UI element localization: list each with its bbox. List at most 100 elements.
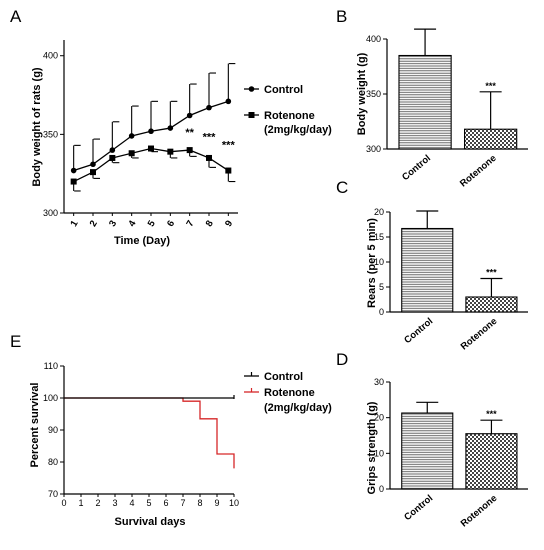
panel-a-y-tick-label: 400 [43,51,58,61]
legend-a-control-label: Control [264,84,303,96]
panel-a-y-label: Body weight of rats (g) [31,67,43,187]
panel-d-grip-strength-bar-chart: Grips strength (g) 0 10 20 30 Control Rotenon… [366,377,528,529]
legend-e-rotenone-label: Rotenone [264,387,315,399]
panel-a-rotenone-point [167,148,174,155]
panel-e-x-tick-label: 10 [229,498,239,508]
panel-a-significance-label: *** [203,132,217,144]
panel-a-x-tick-label: 7 [184,219,196,229]
panel-a-x-label: Time (Day) [114,235,170,247]
panel-b-y-tick-label: 350 [366,89,381,99]
panel-a-control-point [128,133,135,139]
panel-c-y-tick-label: 15 [374,232,384,242]
panel-b-significance-label: *** [485,81,496,91]
panel-e-x-tick-label: 9 [214,498,219,508]
panel-b-bar-control [398,54,452,150]
panel-e-x-tick-label: 0 [61,498,66,508]
panel-a-control-point [90,161,96,168]
panel-a-rotenone-point [128,150,135,157]
panel-c-rears-bar-chart: Rears (per 5 min) 0 5 10 15 20 Control Rotenon… [366,207,528,352]
panel-a-x-tick-label: 9 [223,219,235,229]
panel-e-y-tick-label: 90 [48,425,58,435]
panel-d-category-label: Rotenone [459,493,500,530]
panel-c-y-label: Rears (per 5 min) [366,218,378,308]
panel-a-control-point [206,104,212,111]
panel-e-x-label: Survival days [115,516,186,528]
panel-c-category-label: Rotenone [459,316,500,353]
panel-e-y-tick-label: 110 [44,361,58,371]
panel-e-x-tick-label: 4 [129,498,134,508]
panel-d-bar-rotenone [465,433,518,490]
panel-a-body-weight-line-chart: Body weight of rats (g) Time (Day) 30035… [31,40,332,247]
panel-b-category-label: Rotenone [458,153,499,190]
panel-a-x-tick-label: 3 [107,219,119,229]
legend-a-control-marker [248,86,255,92]
panel-a-x-tick-label: 1 [68,218,81,229]
panel-d-significance-label: *** [486,409,497,419]
panel-e-rotenone-curve [64,397,235,469]
panel-b-y-tick-label: 400 [366,34,381,44]
legend-e-control-label: Control [264,371,303,383]
panel-e-x-tick-label: 7 [180,498,185,508]
panel-c-y-tick-label: 10 [374,257,384,267]
legend-a-rotenone-dose: (2mg/kg/day) [264,124,332,136]
panel-e-x-tick-label: 5 [146,498,151,508]
panel-label-a: A [10,7,22,26]
panel-e-x-tick-label: 2 [95,498,100,508]
panel-e-x-tick-label: 1 [78,498,83,508]
panel-e-survival-chart: Percent survival Survival days 708090100… [29,361,332,528]
panel-c-y-tick-label: 20 [374,207,384,217]
panel-a-series-1-line [73,147,229,183]
panel-label-c: C [336,178,348,197]
panel-a-x-tick-label: 8 [204,219,216,229]
panel-a-rotenone-point [70,178,77,185]
panel-a-x-tick-label: 5 [146,218,159,229]
panel-a-rotenone-point [109,154,116,161]
panel-a-rotenone-point [186,147,193,154]
panel-d-category-label: Control [402,493,435,523]
panel-e-y-tick-label: 80 [48,457,58,467]
panel-c-y-tick-label: 5 [379,282,384,292]
panel-d-bar-control [401,412,454,490]
panel-a-control-point [109,147,116,153]
legend-a-rotenone-label: Rotenone [264,110,315,122]
panel-a-control-point [225,98,232,105]
legend-e-rotenone-dose: (2mg/kg/day) [264,402,332,414]
panel-a-x-tick-label: 6 [165,219,177,229]
panel-a-rotenone-point [225,167,232,174]
panel-b-y-label: Body weight (g) [356,52,368,135]
panel-a-significance-label: *** [222,140,236,152]
panel-e-x-tick-label: 6 [163,498,168,508]
panel-label-d: D [336,350,348,369]
panel-d-y-tick-label: 0 [379,484,384,494]
panel-a-y-tick-label: 300 [43,208,58,218]
panel-c-significance-label: *** [486,268,497,278]
panel-b-body-weight-bar-chart: Body weight (g) 300 350 400 Control Rotenone… [356,28,528,190]
panel-a-control-point [148,128,154,135]
panel-label-b: B [336,7,347,26]
panel-a-x-tick-label: 2 [88,219,100,229]
panel-c-bar-rotenone [465,296,518,313]
panel-a-control-point [167,125,174,131]
panel-e-x-tick-label: 8 [197,498,202,508]
panel-a-control-point [186,112,193,119]
panel-d-y-tick-label: 20 [374,413,384,423]
panel-e-y-label: Percent survival [29,383,41,468]
panel-b-y-tick-label: 300 [366,144,381,154]
panel-a-rotenone-point [90,169,96,176]
legend-a-rotenone-marker [248,112,255,118]
panel-a-significance-label: ** [185,127,194,139]
panel-e-x-tick-label: 3 [112,498,117,508]
panel-a-control-point [70,167,77,174]
panel-a-x-tick-label: 4 [126,218,139,229]
panel-d-y-label: Grips strength (g) [366,401,378,494]
panel-e-y-tick-label: 70 [48,489,58,499]
panel-a-y-tick-label: 350 [43,129,58,139]
panel-e-y-tick-label: 100 [43,393,58,403]
panel-a-rotenone-point [206,154,212,161]
panel-a-rotenone-point [148,145,154,152]
panel-label-e: E [10,332,21,351]
panel-b-bar-rotenone [463,128,518,150]
panel-c-category-label: Control [402,316,435,346]
panel-c-y-tick-label: 0 [379,307,384,317]
